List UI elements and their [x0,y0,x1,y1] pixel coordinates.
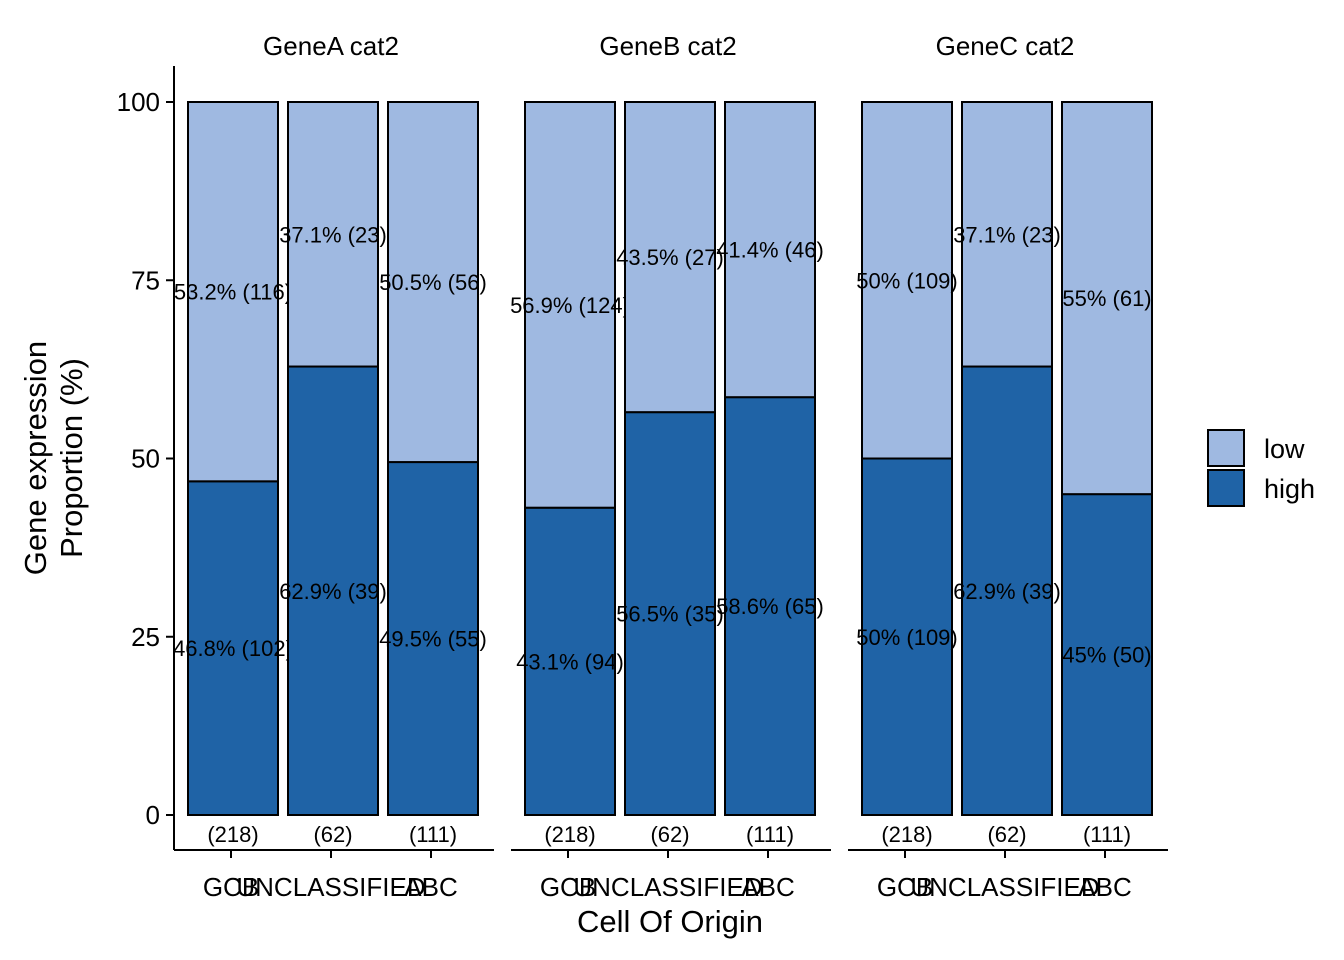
panel-title: GeneB cat2 [599,31,736,61]
legend-label-high: high [1264,474,1315,504]
bar-segment-high [387,461,479,816]
bar-total-label: (218) [881,822,932,847]
bar-segment-high [187,480,279,816]
bar-segment-high [524,506,616,816]
legend-label-low: low [1264,434,1305,464]
y-tick-label: 100 [117,87,160,117]
bar-segment-low [724,101,816,399]
bar-total-label: (62) [650,822,689,847]
bar-segment-high [287,365,379,816]
y-tick-label: 25 [131,622,160,652]
x-tick-label: GCB [877,872,933,902]
bar-total-label: (62) [987,822,1026,847]
data-label-low: 50.5% (56) [379,270,487,295]
bar-total-label: (218) [544,822,595,847]
bar-total-label: (111) [409,822,457,847]
bar-total-label: (218) [207,822,258,847]
x-tick-label: ABC [404,872,457,902]
data-label-low: 37.1% (23) [953,222,1061,247]
chart-panels: 0 25 50 75 100 GeneA cat2 46.8% (102) 53.2% (11… [117,31,1168,902]
data-label-high: 50% (109) [856,625,958,650]
y-tick-label: 0 [146,800,160,830]
data-label-high: 62.9% (39) [953,579,1061,604]
panel: GeneA cat2 46.8% (102) 53.2% (116) (218) GCB… [173,31,494,902]
bar-total-label: (111) [1083,822,1131,847]
bar-segment-high [961,365,1053,816]
bar-segment-low [187,101,279,483]
bar-segment-low [524,101,616,509]
panel: GeneB cat2 43.1% (94) 56.9% (124) (218) GCB 5… [510,31,831,902]
data-label-high: 49.5% (55) [379,627,487,652]
data-label-low: 41.4% (46) [716,238,824,263]
bar-segment-high [1061,493,1153,816]
panel: GeneC cat2 50% (109) 50% (109) (218) GCB 62.9… [848,31,1168,902]
data-label-low: 56.9% (124) [510,293,630,318]
bar-total-label: (111) [746,822,794,847]
bar-segment-low [861,101,953,460]
data-label-high: 56.5% (35) [616,602,724,627]
x-tick-label: ABC [741,872,794,902]
bar-segment-low [624,101,716,414]
data-label-low: 53.2% (116) [174,280,292,305]
bar-segment-low [1061,101,1153,496]
x-tick-label: ABC [1078,872,1131,902]
data-label-low: 55% (61) [1062,286,1151,311]
y-axis-label-line2: Proportion (%) [54,358,89,558]
bar-segment-high [624,411,716,816]
x-tick-label: GCB [203,872,259,902]
y-tick-label: 50 [131,444,160,474]
data-label-high: 58.6% (65) [716,594,824,619]
bar-segment-low [287,101,379,368]
bar-segment-low [961,101,1053,368]
x-tick-label: GCB [540,872,596,902]
data-label-low: 50% (109) [856,268,958,293]
data-label-low: 37.1% (23) [279,222,387,247]
x-tick-label: UNCLASSIFIED [236,872,425,902]
legend-swatch-high [1207,469,1245,507]
data-label-high: 46.8% (102) [173,636,293,661]
panel-title: GeneA cat2 [263,31,399,61]
legend-swatch-low [1207,429,1245,467]
x-tick-label: UNCLASSIFIED [573,872,762,902]
x-axis-label: Cell Of Origin [577,904,763,939]
data-label-high: 62.9% (39) [279,579,387,604]
bar-total-label: (62) [313,822,352,847]
data-label-low: 43.5% (27) [616,245,724,270]
legend: low high [1207,429,1315,507]
bar-segment-high [724,396,816,816]
y-axis-label-line1: Gene expression [18,341,53,575]
panel-title: GeneC cat2 [936,31,1075,61]
x-tick-label: UNCLASSIFIED [910,872,1099,902]
data-label-high: 45% (50) [1062,643,1151,668]
data-label-high: 43.1% (94) [516,649,624,674]
bar-segment-low [387,101,479,464]
y-tick-label: 75 [131,265,160,295]
